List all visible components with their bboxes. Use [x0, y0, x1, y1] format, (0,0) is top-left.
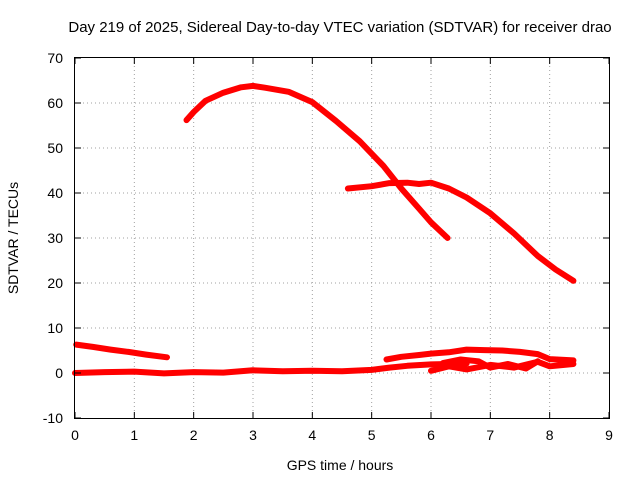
series-arc-mid [344, 179, 577, 284]
x-tick-label: 6 [427, 427, 435, 443]
y-tick-label: 0 [55, 365, 63, 381]
x-tick-label: 1 [130, 427, 138, 443]
x-tick-label: 7 [486, 427, 494, 443]
y-tick-label: 50 [47, 140, 63, 156]
x-tick-label: 2 [190, 427, 198, 443]
y-tick-label: 20 [47, 275, 63, 291]
series-arc-low-left [73, 341, 170, 361]
chart-title: Day 219 of 2025, Sidereal Day-to-day VTE… [68, 19, 611, 36]
x-tick-label: 0 [71, 427, 79, 443]
plot-frame [74, 57, 610, 419]
x-axis-label: GPS time / hours [287, 457, 394, 473]
y-tick-label: 40 [47, 185, 63, 201]
x-tick-label: 5 [368, 427, 376, 443]
series-arc-low-right [383, 346, 577, 364]
y-tick-label: 30 [47, 230, 63, 246]
series-baseline [72, 360, 470, 377]
series-arc-high [183, 82, 451, 241]
axis-ticks: 0 1 2 3 4 5 6 7 8 9 -10 0 10 20 30 40 50 60 70 [43, 50, 613, 443]
y-tick-label: -10 [43, 410, 63, 426]
x-tick-label: 9 [605, 427, 613, 443]
y-tick-label: 60 [47, 95, 63, 111]
y-tick-label: 70 [47, 50, 63, 66]
x-tick-label: 3 [249, 427, 257, 443]
y-axis-label: SDTVAR / TECUs [5, 182, 21, 294]
x-tick-label: 4 [308, 427, 316, 443]
grid [75, 58, 609, 418]
x-tick-label: 8 [546, 427, 554, 443]
y-tick-label: 10 [47, 320, 63, 336]
series-arc-low-cluster [439, 356, 541, 372]
series-group [72, 82, 577, 377]
